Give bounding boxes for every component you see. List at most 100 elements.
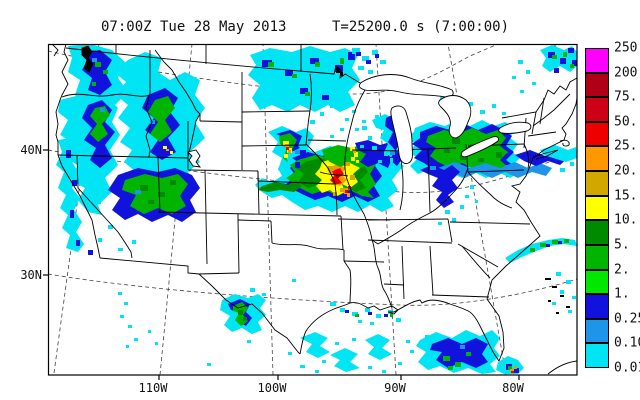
precip-pixel-cyan <box>124 302 128 305</box>
precip-pixel-cyan <box>492 104 496 108</box>
border-line <box>467 171 513 209</box>
border-line <box>61 93 151 98</box>
colorbar-block <box>585 97 609 122</box>
precip-pixel-black <box>560 295 564 297</box>
lake-shape <box>498 121 532 134</box>
precip-blob-dodger <box>438 162 552 178</box>
precip-pixel-cyan <box>465 195 469 198</box>
precipitation-layer <box>56 44 577 374</box>
precip-pixel-blue <box>345 310 349 313</box>
colorbar-block <box>585 244 609 270</box>
precip-pixel-cyan <box>355 128 359 131</box>
precip-pixel-cyan <box>207 363 211 366</box>
border-line <box>532 93 571 127</box>
precip-pixel-dgreen <box>452 138 460 144</box>
colorbar-label: 2. <box>614 262 630 278</box>
colorbar-label: 10. <box>614 212 638 228</box>
precip-pixel-cyan <box>322 360 326 363</box>
precip-pixel-blue <box>546 244 550 247</box>
precip-pixel-black <box>340 72 343 76</box>
precip-pixel-blue <box>76 240 80 246</box>
border-line <box>427 149 431 213</box>
precip-pixel-green <box>268 62 274 67</box>
precip-pixel-blue <box>322 95 329 100</box>
precip-pixel-cyan <box>520 90 524 93</box>
precip-pixel-cyan <box>470 185 474 189</box>
precip-pixel-cyan <box>396 318 401 322</box>
precip-pixel-green <box>552 240 558 244</box>
precip-pixel-black <box>336 68 340 73</box>
precip-pixel-green <box>455 362 461 367</box>
precip-pixel-cyan <box>375 115 379 118</box>
colorbar-label: 0.10 <box>614 335 640 351</box>
colorbar-block <box>585 72 609 98</box>
precip-pixel-red <box>511 371 514 373</box>
precip-pixel-green <box>563 52 567 57</box>
precip-pixel-green <box>508 366 512 370</box>
precip-pixel-gold <box>333 192 337 196</box>
precip-pixel-dgreen <box>170 180 176 185</box>
precip-pixel-cyan <box>512 76 516 79</box>
precip-pixel-green <box>530 248 535 252</box>
precip-blob-cyan <box>330 348 360 372</box>
precip-pixel-cyan <box>406 340 410 343</box>
precip-blob-cyan <box>56 138 84 252</box>
colorbar-block <box>585 294 609 319</box>
colorbar-block <box>585 48 609 73</box>
precip-pixel-gold <box>345 162 350 166</box>
border-line <box>351 149 401 152</box>
precip-pixel-yellow <box>351 157 355 161</box>
lon-label: 100W <box>257 381 287 395</box>
border-line <box>343 260 385 263</box>
grid-line <box>48 273 577 306</box>
precip-pixel-dodger <box>92 58 97 62</box>
precip-pixel-yellow <box>356 160 359 163</box>
border-line <box>367 239 453 244</box>
border-line <box>270 220 273 244</box>
precip-pixel-cyan <box>468 102 473 106</box>
precip-pixel-cyan <box>310 120 315 124</box>
precip-pixel-dgreen <box>444 148 450 153</box>
precip-pixel-cyan <box>365 308 370 312</box>
precip-pixel-dgreen <box>243 317 247 321</box>
colorbar-block <box>585 220 609 245</box>
border-line <box>237 219 240 274</box>
precip-pixel-cyan <box>368 366 372 369</box>
precip-pixel-blue <box>66 150 71 158</box>
lon-label: 110W <box>138 381 168 395</box>
great-lakes <box>81 45 532 168</box>
precip-pixel-cyan <box>300 365 305 368</box>
border-line <box>237 219 272 222</box>
lake-shape <box>460 136 499 158</box>
colorbar-block <box>585 269 609 295</box>
precip-pixel-cyan <box>568 310 572 313</box>
border-line <box>55 44 101 259</box>
precip-pixel-cyan <box>368 70 373 74</box>
precip-pixel-blue <box>285 70 293 76</box>
border-line <box>154 49 201 121</box>
precip-pixel-green <box>315 62 320 67</box>
precip-pixel-cyan <box>352 338 356 341</box>
precip-pixel-green <box>103 70 108 74</box>
colorbar-label: 15. <box>614 188 638 204</box>
precip-pixel-cyan <box>376 314 381 318</box>
precip-pixel-cyan <box>560 290 564 294</box>
precip-pixel-blue <box>72 180 77 186</box>
border-line <box>198 273 301 355</box>
precip-pixel-blue <box>384 314 388 317</box>
precip-pixel-cyan <box>360 145 364 148</box>
title-datetime: 07:00Z Tue 28 May 2013 <box>101 19 287 35</box>
precip-pixel-blue <box>368 312 372 315</box>
precip-blob-blue <box>420 165 460 208</box>
precip-pixel-cyan <box>570 162 574 166</box>
border-line <box>157 156 161 214</box>
border-line <box>241 110 311 113</box>
colorbar-label: 25. <box>614 138 638 154</box>
precip-pixel-cyan <box>315 370 319 373</box>
precip-blob-green <box>90 106 110 142</box>
precip-pixel-red <box>345 190 348 193</box>
precip-pixel-green <box>340 58 344 64</box>
precip-pixel-cyan <box>340 128 344 131</box>
precip-pixel-cyan <box>362 120 366 123</box>
precip-pixel-blue <box>514 368 519 373</box>
